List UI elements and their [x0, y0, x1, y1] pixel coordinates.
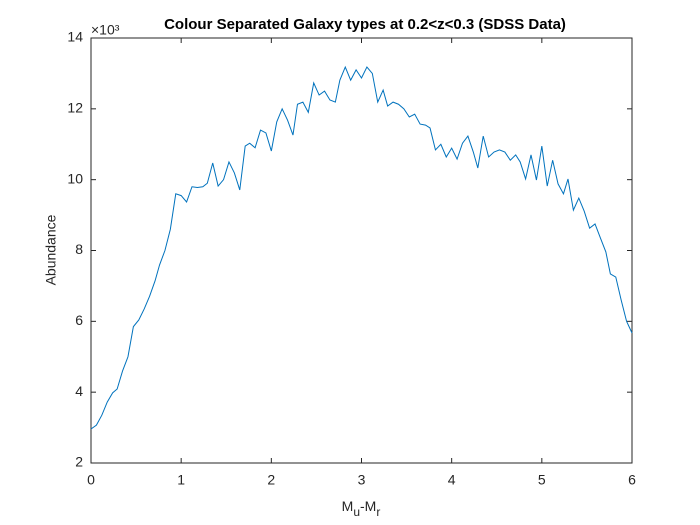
y-tick-label: 10	[67, 170, 83, 186]
y-tick-label: 6	[75, 312, 83, 328]
x-tick-label: 5	[538, 472, 546, 488]
x-tick-label: 0	[87, 472, 95, 488]
x-tick-label: 6	[628, 472, 636, 488]
plot-area	[90, 37, 633, 464]
x-label-sub: u	[353, 505, 360, 519]
y-exponent: ×10³	[91, 22, 120, 38]
x-label-part: -M	[360, 498, 376, 514]
x-tick-label: 3	[358, 472, 366, 488]
y-tick-label: 4	[75, 383, 83, 399]
data-line	[90, 65, 633, 430]
y-axis-label: Abundance	[43, 214, 59, 285]
x-axis-label: Mu-Mr	[342, 498, 381, 519]
y-tick-label: 12	[67, 100, 83, 116]
y-tick-label: 2	[75, 454, 83, 470]
x-tick-label: 1	[177, 472, 185, 488]
x-tick-label: 2	[267, 472, 275, 488]
x-tick-label: 4	[448, 472, 456, 488]
chart-title: Colour Separated Galaxy types at 0.2<z<0…	[164, 16, 566, 33]
y-tick-label: 14	[67, 29, 83, 45]
x-label-sub: r	[376, 505, 380, 519]
x-label-part: M	[342, 498, 354, 514]
y-tick-label: 8	[75, 241, 83, 257]
